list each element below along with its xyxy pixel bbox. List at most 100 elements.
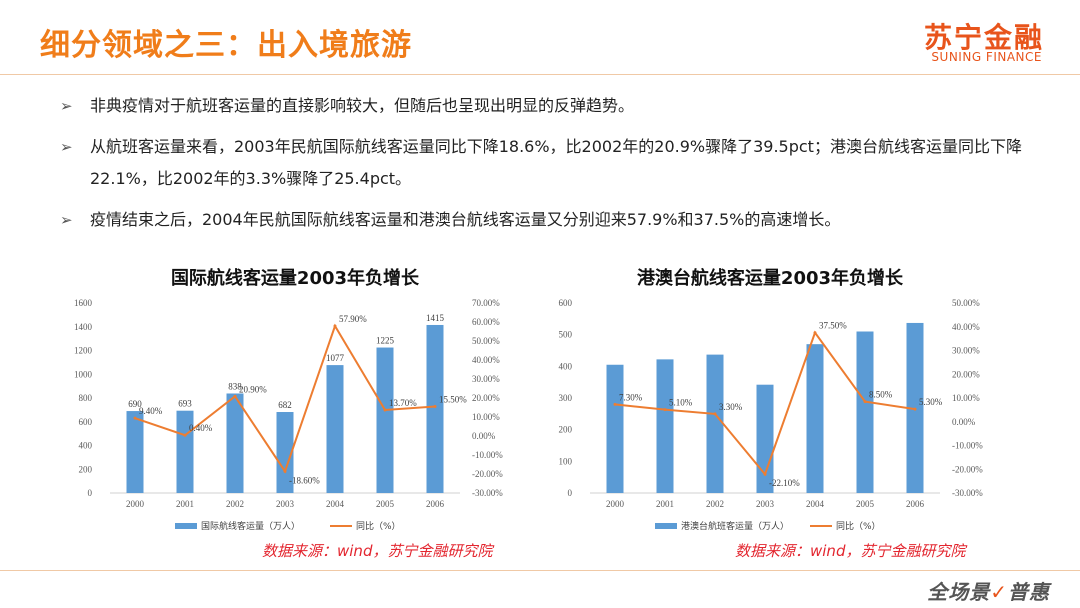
y-right-tick-label: 0.00% [952,417,976,427]
bar-data-label: 690 [128,399,142,409]
x-tick-label: 2001 [656,499,674,509]
y-right-tick-label: -30.00% [952,488,983,498]
y-right-tick-label: 10.00% [952,393,980,403]
y-left-tick-label: 500 [559,330,573,340]
bar-data-label: 1225 [376,336,395,346]
line-point [383,408,387,412]
bar [126,411,144,493]
x-tick-label: 2006 [906,499,925,509]
y-left-tick-label: 0 [568,488,573,498]
y-left-tick-label: 400 [79,441,93,451]
y-right-tick-label: 20.00% [472,393,500,403]
y-left-tick-label: 100 [559,456,573,466]
x-tick-label: 2000 [126,499,145,509]
y-right-tick-label: 30.00% [952,346,980,356]
line-point [713,412,717,416]
legend-label-bar: 国际航线客运量（万人） [201,520,300,532]
line-point [613,402,617,406]
x-tick-label: 2001 [176,499,194,509]
x-tick-label: 2002 [226,499,244,509]
y-right-tick-label: 0.00% [472,431,496,441]
y-left-tick-label: 600 [559,298,573,308]
line-data-label: 0.40% [189,423,213,433]
y-right-tick-label: -10.00% [472,450,503,460]
bar-data-label: 838 [228,381,242,391]
bullet-list: ➢ 非典疫情对于航班客运量的直接影响较大，但随后也呈现出明显的反弹趋势。 ➢ 从… [60,90,1050,245]
line-data-label: 5.30% [919,397,943,407]
x-tick-label: 2006 [426,499,445,509]
bar-data-label: 1077 [326,353,345,363]
x-tick-label: 2000 [606,499,625,509]
y-right-tick-label: -10.00% [952,441,983,451]
bar-data-label: 693 [178,399,192,409]
y-right-tick-label: 40.00% [472,355,500,365]
y-left-tick-label: 200 [559,425,573,435]
x-tick-label: 2005 [856,499,875,509]
x-tick-label: 2002 [706,499,724,509]
line-point [133,416,137,420]
y-left-tick-label: 300 [559,393,573,403]
bar [426,324,444,493]
bar [326,365,344,493]
slogan-text: 全场景 [927,580,991,604]
bar [806,344,824,493]
bullet-arrow-icon: ➢ [60,97,73,115]
footer-divider [0,570,1080,571]
bullet-arrow-icon: ➢ [60,211,73,229]
legend-swatch-bar [175,523,197,529]
y-right-tick-label: -20.00% [952,464,983,474]
line-data-label: -18.60% [289,475,320,485]
y-right-tick-label: 60.00% [472,317,500,327]
line-point [813,331,817,335]
bar-data-label: 1415 [426,313,445,323]
y-left-tick-label: 600 [79,417,93,427]
line-data-label: 13.70% [389,398,417,408]
bar [376,347,394,493]
y-right-tick-label: 10.00% [472,412,500,422]
y-left-tick-label: 1000 [74,369,93,379]
line-point [913,407,917,411]
y-left-tick-label: 200 [79,464,93,474]
bar [856,331,874,493]
line-point [433,405,437,409]
x-tick-label: 2005 [376,499,395,509]
x-tick-label: 2003 [756,499,775,509]
data-source-note: 数据来源：wind，苏宁金融研究院 [262,542,493,560]
y-right-tick-label: -30.00% [472,488,503,498]
line-data-label: -22.10% [769,478,800,488]
y-right-tick-label: -20.00% [472,469,503,479]
y-left-tick-label: 1600 [74,298,93,308]
legend-label-line: 同比（%） [356,520,401,532]
line-point [283,469,287,473]
brand-logo-text: 苏宁金融 [923,21,1044,54]
y-left-tick-label: 0 [88,488,93,498]
bar [706,354,724,493]
chart-title-hkmt: 港澳台航线客运量2003年负增长 [636,268,904,289]
bar [276,412,294,493]
bar [226,393,244,493]
y-right-tick-label: 70.00% [472,298,500,308]
y-left-tick-label: 800 [79,393,93,403]
checkmark-icon: ✓ [990,580,1008,604]
line-point [333,324,337,328]
bullet-item: ➢ 从航班客运量来看，2003年民航国际航线客运量同比下降18.6%，比2002… [60,131,1050,195]
y-right-tick-label: 30.00% [472,374,500,384]
line-data-label: 5.10% [669,398,693,408]
line-data-label: 7.30% [619,392,643,402]
line-data-label: 9.40% [139,406,163,416]
page-title: 细分领域之三：出入境旅游 [40,28,412,63]
line-point [663,408,667,412]
line-point [233,394,237,398]
x-tick-label: 2004 [806,499,825,509]
y-left-tick-label: 1200 [74,346,93,356]
bullet-text: 从航班客运量来看，2003年民航国际航线客运量同比下降18.6%，比2002年的… [90,137,1022,188]
y-left-tick-label: 1400 [74,322,93,332]
line-data-label: 37.50% [819,321,847,331]
bullet-item: ➢ 疫情结束之后，2004年民航国际航线客运量和港澳台航线客运量又分别迎来57.… [60,204,1050,236]
data-source-note: 数据来源：wind，苏宁金融研究院 [735,542,966,560]
legend-swatch-bar [655,523,677,529]
brand-logo-subtext: SUNING FINANCE [931,50,1042,64]
bullet-item: ➢ 非典疫情对于航班客运量的直接影响较大，但随后也呈现出明显的反弹趋势。 [60,90,1050,122]
line-point [763,472,767,476]
bar-data-label: 682 [278,400,292,410]
